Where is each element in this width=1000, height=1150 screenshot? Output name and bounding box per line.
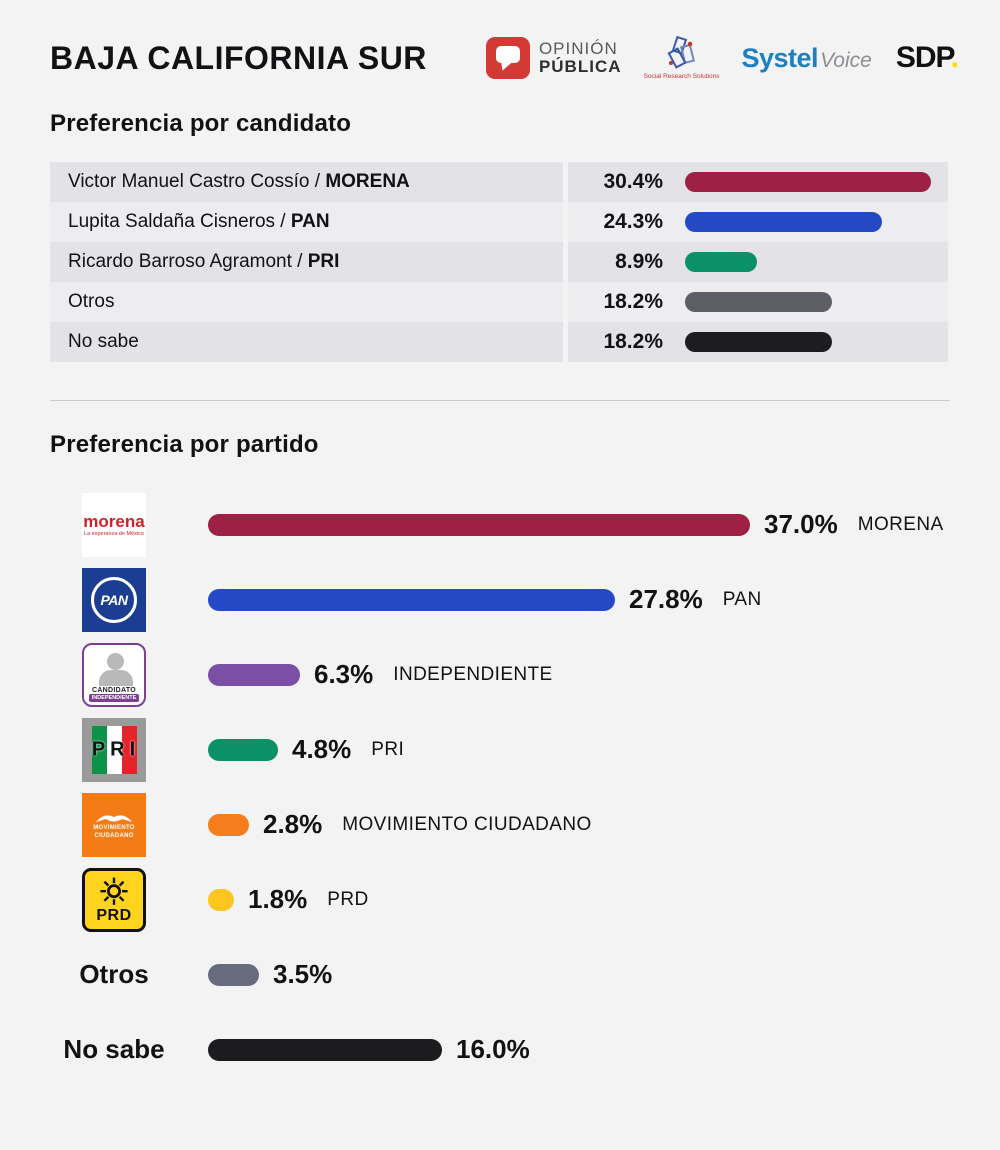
table-row: No sabe 18.2% [50,322,948,362]
party-section-title: Preferencia por partido [50,431,319,458]
eagle-icon [96,815,132,823]
speech-bubble-icon [485,37,530,79]
candidate-bar [685,332,832,352]
party-percent: 1.8% [248,884,308,914]
sdp-logo: SDP. [895,41,959,74]
page-title: BAJA CALIFORNIA SUR [50,39,427,76]
candidate-bar [685,292,832,312]
movimiento-ciudadano-logo: MOVIMIENTO CIUDADANO [82,792,146,857]
candidate-label: No sabe [50,322,563,362]
candidate-table: Victor Manuel Castro Cossío / MORENA 30.… [50,162,948,362]
party-row-pri: PRI 4.8% PRI [0,712,1000,787]
party-name: PAN [722,588,762,610]
opinion-publica-word1: OPINIÓN [538,39,618,59]
section-divider [50,400,950,401]
candidate-label: Ricardo Barroso Agramont / PRI [50,242,563,282]
opinion-publica-word2: PÚBLICA [538,57,622,76]
pri-logo: PRI [82,717,146,782]
otros-label: Otros [79,959,149,989]
party-name: MORENA [857,513,944,535]
party-row-no-sabe: No sabe 16.0% [0,1012,1000,1087]
party-row-pan: PAN 27.8% PAN [0,562,1000,637]
party-percent: 27.8% [629,584,703,614]
party-bar [208,888,234,911]
opinion-publica-logo: OPINIÓN PÚBLICA [485,37,622,79]
table-row: Lupita Saldaña Cisneros / PAN 24.3% [50,202,948,242]
party-name: INDEPENDIENTE [393,663,553,685]
party-chart: morena La esperanza de México 37.0% MORE… [0,487,1000,1087]
srs-caption: Social Research Solutions [643,73,720,80]
party-percent: 6.3% [314,659,374,689]
candidate-bar [685,212,882,232]
party-row-otros: Otros 3.5% [0,937,1000,1012]
party-bar [208,963,259,986]
party-percent: 37.0% [764,509,838,539]
header: BAJA CALIFORNIA SUR OPINIÓN PÚBLICA Soci… [0,0,1000,80]
sun-icon [100,877,128,905]
table-row: Ricardo Barroso Agramont / PRI 8.9% [50,242,948,282]
pan-logo: PAN [82,567,146,632]
candidate-bar [685,252,757,272]
morena-logo: morena La esperanza de México [82,492,146,557]
candidate-section-title: Preferencia por candidato [50,110,352,137]
party-percent: 2.8% [263,809,323,839]
party-row-movimiento-ciudadano: MOVIMIENTO CIUDADANO 2.8% MOVIMIENTO CIU… [0,787,1000,862]
sdp-yellow-dot: . [950,41,959,74]
party-percent: 4.8% [292,734,352,764]
systel-voice-suffix: Voice [820,48,872,72]
candidate-label: Otros [50,282,563,322]
partner-logos: OPINIÓN PÚBLICA Social Research Solution… [485,36,959,80]
srs-mark-icon [666,36,695,69]
candidato-independiente-logo: CANDIDATO INDEPENDIENTE [82,642,146,707]
party-name: PRD [327,888,369,910]
candidate-percent: 8.9% [615,250,663,273]
party-percent: 16.0% [456,1034,530,1064]
table-row: Otros 18.2% [50,282,948,322]
candidate-percent: 18.2% [603,330,663,353]
party-row-prd: PRD 1.8% PRD [0,862,1000,937]
party-bar [208,738,278,761]
candidate-label: Lupita Saldaña Cisneros / PAN [50,202,563,242]
party-row-independiente: CANDIDATO INDEPENDIENTE 6.3% INDEPENDIEN… [0,637,1000,712]
party-name: MOVIMIENTO CIUDADANO [342,813,592,835]
party-name: PRI [371,738,405,760]
party-bar [208,813,249,836]
party-row-morena: morena La esperanza de México 37.0% MORE… [0,487,1000,562]
party-bar [208,1038,442,1061]
candidate-percent: 18.2% [603,290,663,313]
person-silhouette-icon [107,652,124,670]
prd-logo: PRD [82,867,146,932]
no-sabe-label: No sabe [63,1034,165,1064]
candidate-percent: 24.3% [603,210,663,233]
social-research-solutions-logo: Social Research Solutions [643,36,720,80]
party-bar [208,663,300,686]
systel-voice-logo: Systel Voice [742,43,872,74]
candidate-label: Victor Manuel Castro Cossío / MORENA [50,162,563,202]
table-row: Victor Manuel Castro Cossío / MORENA 30.… [50,162,948,202]
candidate-percent: 30.4% [603,170,663,193]
party-bar [208,588,615,611]
party-bar [208,513,750,536]
candidate-bar [685,172,931,192]
party-percent: 3.5% [273,959,333,989]
systel-brand: Systel [741,42,819,73]
